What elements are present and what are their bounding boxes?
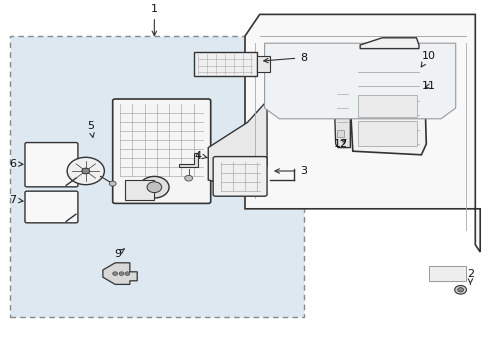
Text: 6: 6	[9, 159, 23, 169]
Bar	[358, 121, 416, 146]
Text: 3: 3	[275, 166, 307, 176]
Text: 10: 10	[421, 51, 436, 67]
Circle shape	[455, 285, 466, 294]
Polygon shape	[265, 43, 456, 119]
Circle shape	[140, 176, 169, 198]
FancyBboxPatch shape	[25, 191, 78, 223]
Circle shape	[113, 272, 118, 275]
Polygon shape	[103, 263, 137, 284]
Polygon shape	[333, 49, 350, 148]
FancyBboxPatch shape	[10, 36, 304, 317]
FancyBboxPatch shape	[113, 99, 211, 203]
Text: 11: 11	[422, 81, 436, 91]
Circle shape	[67, 157, 104, 185]
Polygon shape	[348, 49, 426, 155]
Bar	[194, 52, 257, 76]
Circle shape	[109, 181, 116, 186]
Bar	[429, 266, 466, 281]
Text: 4: 4	[195, 150, 208, 161]
Text: 5: 5	[87, 121, 94, 138]
Bar	[337, 130, 344, 137]
Text: 8: 8	[264, 53, 307, 63]
Polygon shape	[360, 38, 419, 49]
Bar	[358, 95, 416, 117]
Circle shape	[125, 272, 130, 275]
Bar	[257, 56, 270, 72]
Bar	[125, 180, 154, 200]
Text: 9: 9	[114, 249, 124, 259]
Polygon shape	[208, 101, 267, 187]
Polygon shape	[245, 14, 480, 252]
Text: 12: 12	[334, 139, 347, 149]
Text: 2: 2	[467, 269, 474, 284]
Circle shape	[147, 182, 162, 193]
Polygon shape	[179, 153, 198, 167]
Circle shape	[119, 272, 124, 275]
Text: 7: 7	[9, 195, 23, 205]
FancyBboxPatch shape	[213, 157, 267, 196]
Text: 1: 1	[151, 4, 158, 36]
Circle shape	[82, 168, 90, 174]
Circle shape	[458, 288, 464, 292]
Circle shape	[185, 175, 193, 181]
FancyBboxPatch shape	[25, 143, 78, 187]
